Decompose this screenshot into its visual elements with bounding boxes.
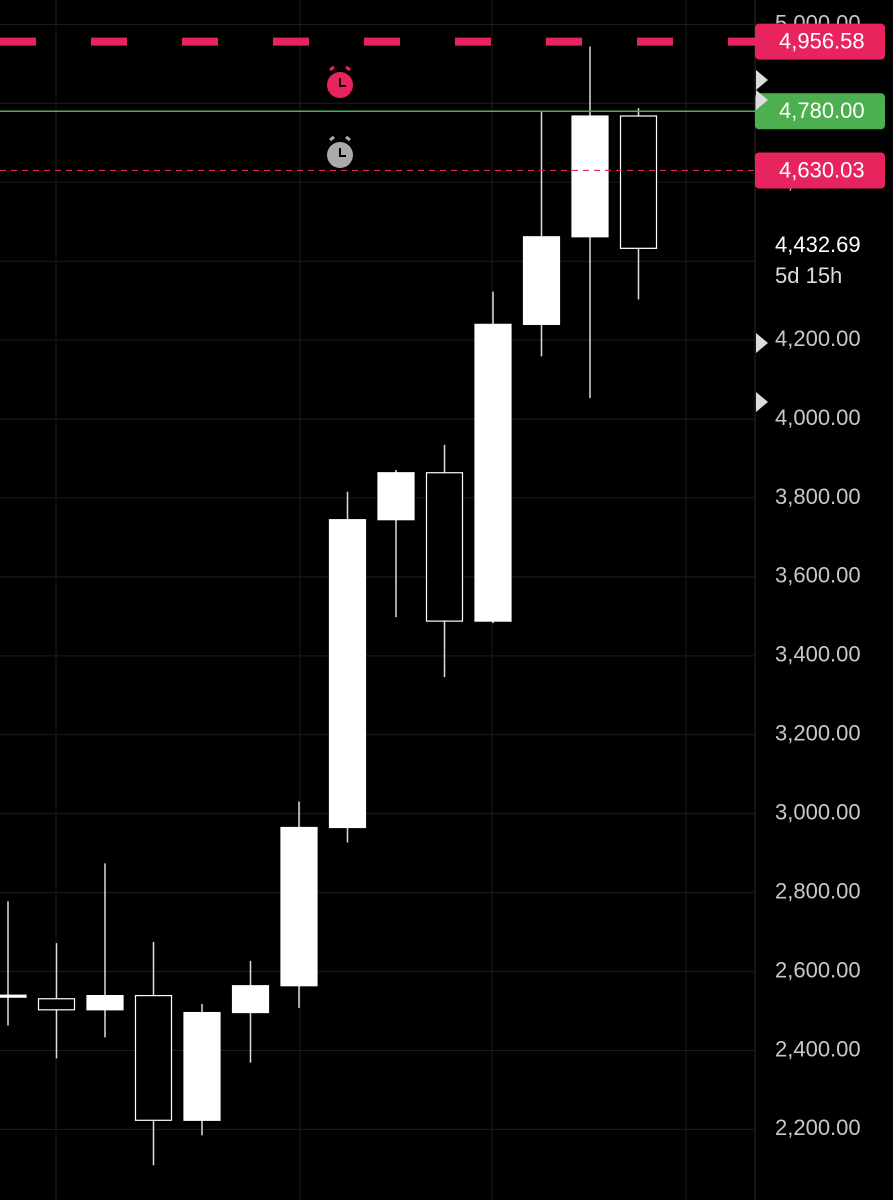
candle-body: [231, 985, 270, 1014]
candle-body: [328, 519, 367, 829]
alarm-icon[interactable]: [327, 135, 353, 168]
y-tick-label: 3,600.00: [775, 563, 861, 588]
alert-markers: [756, 70, 768, 412]
current-price-label: 4,432.69: [775, 232, 861, 257]
price-label: 4,630.03: [779, 157, 865, 182]
candle-body: [37, 998, 76, 1011]
y-tick-label: 2,400.00: [775, 1036, 861, 1061]
y-tick-label: 3,400.00: [775, 642, 861, 667]
candle-body: [134, 994, 173, 1121]
candle-body: [425, 472, 464, 622]
y-tick-label: 2,200.00: [775, 1115, 861, 1140]
price-label: 4,956.58: [779, 28, 865, 53]
plot: 2,200.00 2,400.00 2,600.00 2,800.00 3,000.00…: [0, 10, 861, 1166]
y-tick-label: 3,000.00: [775, 799, 861, 824]
candle-body: [0, 994, 27, 998]
candle-body: [280, 826, 318, 987]
candle-body: [183, 1011, 221, 1121]
candle-body: [86, 994, 124, 1011]
countdown: 5d 15h: [775, 263, 842, 288]
price-badge: [755, 152, 885, 189]
y-tick-label: 4,200.00: [775, 326, 861, 351]
price-badge: [755, 93, 885, 130]
candle-body: [377, 472, 415, 521]
candle-body: [474, 323, 512, 622]
y-tick-label: 2,800.00: [775, 878, 861, 903]
price-badge: [755, 23, 885, 60]
y-tick-label: 3,200.00: [775, 721, 861, 746]
overlay: 4,956.58 4,780.00 4,630.03 4,432.69 5d 15h: [0, 23, 893, 297]
y-tick-label: 2,600.00: [775, 957, 861, 982]
price-label: 4,780.00: [779, 98, 865, 123]
candle-body: [619, 115, 658, 249]
current-price-bg: [760, 230, 893, 297]
alarm-icon[interactable]: [327, 65, 353, 98]
candle-body: [571, 115, 609, 238]
candle-body: [522, 236, 561, 325]
y-tick-label: 4,000.00: [775, 405, 861, 430]
y-tick-label: 3,800.00: [775, 484, 861, 509]
